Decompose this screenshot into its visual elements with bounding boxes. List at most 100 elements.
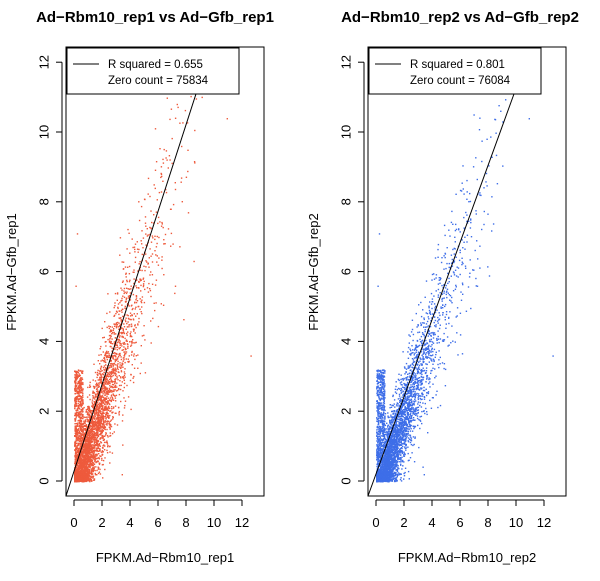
data-point	[108, 406, 110, 408]
data-point	[77, 432, 79, 434]
data-point	[87, 409, 90, 412]
data-point	[90, 427, 92, 429]
data-point	[115, 390, 118, 392]
data-point	[123, 287, 126, 290]
data-point	[78, 416, 80, 418]
data-point	[104, 389, 106, 392]
data-point	[429, 313, 432, 315]
data-point	[125, 298, 127, 300]
data-point	[130, 318, 132, 321]
data-point	[111, 408, 113, 410]
data-point	[444, 316, 446, 318]
data-point	[143, 334, 145, 337]
data-point	[455, 316, 457, 318]
data-point	[92, 416, 95, 419]
data-point	[118, 336, 121, 338]
data-point	[106, 379, 108, 381]
data-point	[93, 428, 95, 431]
data-point	[103, 383, 105, 386]
data-point	[423, 410, 425, 412]
data-point	[110, 425, 113, 428]
data-point	[110, 330, 113, 332]
data-point	[77, 411, 79, 414]
data-point	[99, 367, 102, 369]
data-point	[75, 378, 77, 380]
data-point	[177, 106, 179, 109]
data-point	[107, 446, 109, 448]
data-point	[115, 327, 118, 329]
data-point	[91, 422, 93, 424]
data-point	[106, 378, 108, 380]
data-point	[434, 333, 436, 336]
data-point	[100, 451, 103, 453]
data-point	[100, 370, 102, 373]
data-point	[89, 458, 92, 460]
data-point	[80, 399, 83, 401]
data-point	[111, 375, 113, 378]
data-point	[138, 219, 141, 222]
data-point	[389, 407, 391, 409]
data-point	[75, 417, 77, 419]
data-point	[112, 407, 115, 409]
data-point	[105, 380, 108, 383]
data-point	[108, 391, 110, 393]
data-point	[80, 467, 82, 469]
data-point	[92, 395, 94, 397]
x-tick-label: 6	[154, 515, 161, 530]
data-point	[104, 358, 106, 360]
data-point	[139, 269, 141, 271]
data-point	[77, 387, 79, 389]
data-point	[109, 462, 111, 464]
data-point	[134, 261, 136, 263]
data-point	[379, 413, 381, 415]
data-point	[109, 428, 111, 430]
data-point	[179, 122, 181, 124]
data-point	[114, 355, 117, 357]
data-point	[428, 352, 430, 354]
data-point	[141, 335, 144, 337]
data-point	[92, 392, 94, 394]
data-point	[90, 455, 92, 457]
data-point	[88, 455, 90, 458]
data-point	[117, 303, 120, 305]
data-point	[81, 462, 83, 464]
data-point	[88, 407, 91, 409]
data-point	[85, 479, 87, 481]
data-point	[90, 432, 92, 434]
data-point	[79, 466, 81, 468]
data-point	[85, 465, 88, 468]
data-point	[115, 358, 117, 361]
data-point	[88, 413, 90, 416]
data-point	[106, 402, 108, 404]
data-point	[75, 414, 77, 416]
data-point	[163, 243, 165, 245]
data-point	[120, 377, 122, 379]
data-point	[101, 388, 103, 390]
data-point	[490, 136, 492, 138]
data-point	[105, 368, 107, 371]
data-point	[110, 371, 112, 373]
data-point	[123, 377, 125, 380]
data-point	[90, 412, 93, 414]
data-point	[102, 463, 104, 466]
data-point	[122, 329, 124, 332]
data-point	[89, 469, 91, 471]
data-point	[99, 400, 102, 402]
data-point	[82, 471, 84, 473]
data-point	[123, 331, 125, 334]
data-point	[89, 444, 91, 447]
data-point	[408, 438, 411, 440]
data-point	[138, 317, 140, 320]
data-point	[118, 366, 121, 368]
y-tick-label: 2	[37, 408, 52, 415]
data-point	[87, 448, 89, 451]
data-point	[143, 265, 145, 267]
data-point	[95, 404, 97, 407]
data-point	[94, 395, 97, 397]
data-point	[75, 458, 78, 460]
data-point	[95, 466, 97, 468]
data-point	[377, 457, 380, 460]
data-point	[140, 362, 142, 364]
data-point	[80, 462, 83, 465]
data-point	[120, 370, 123, 372]
